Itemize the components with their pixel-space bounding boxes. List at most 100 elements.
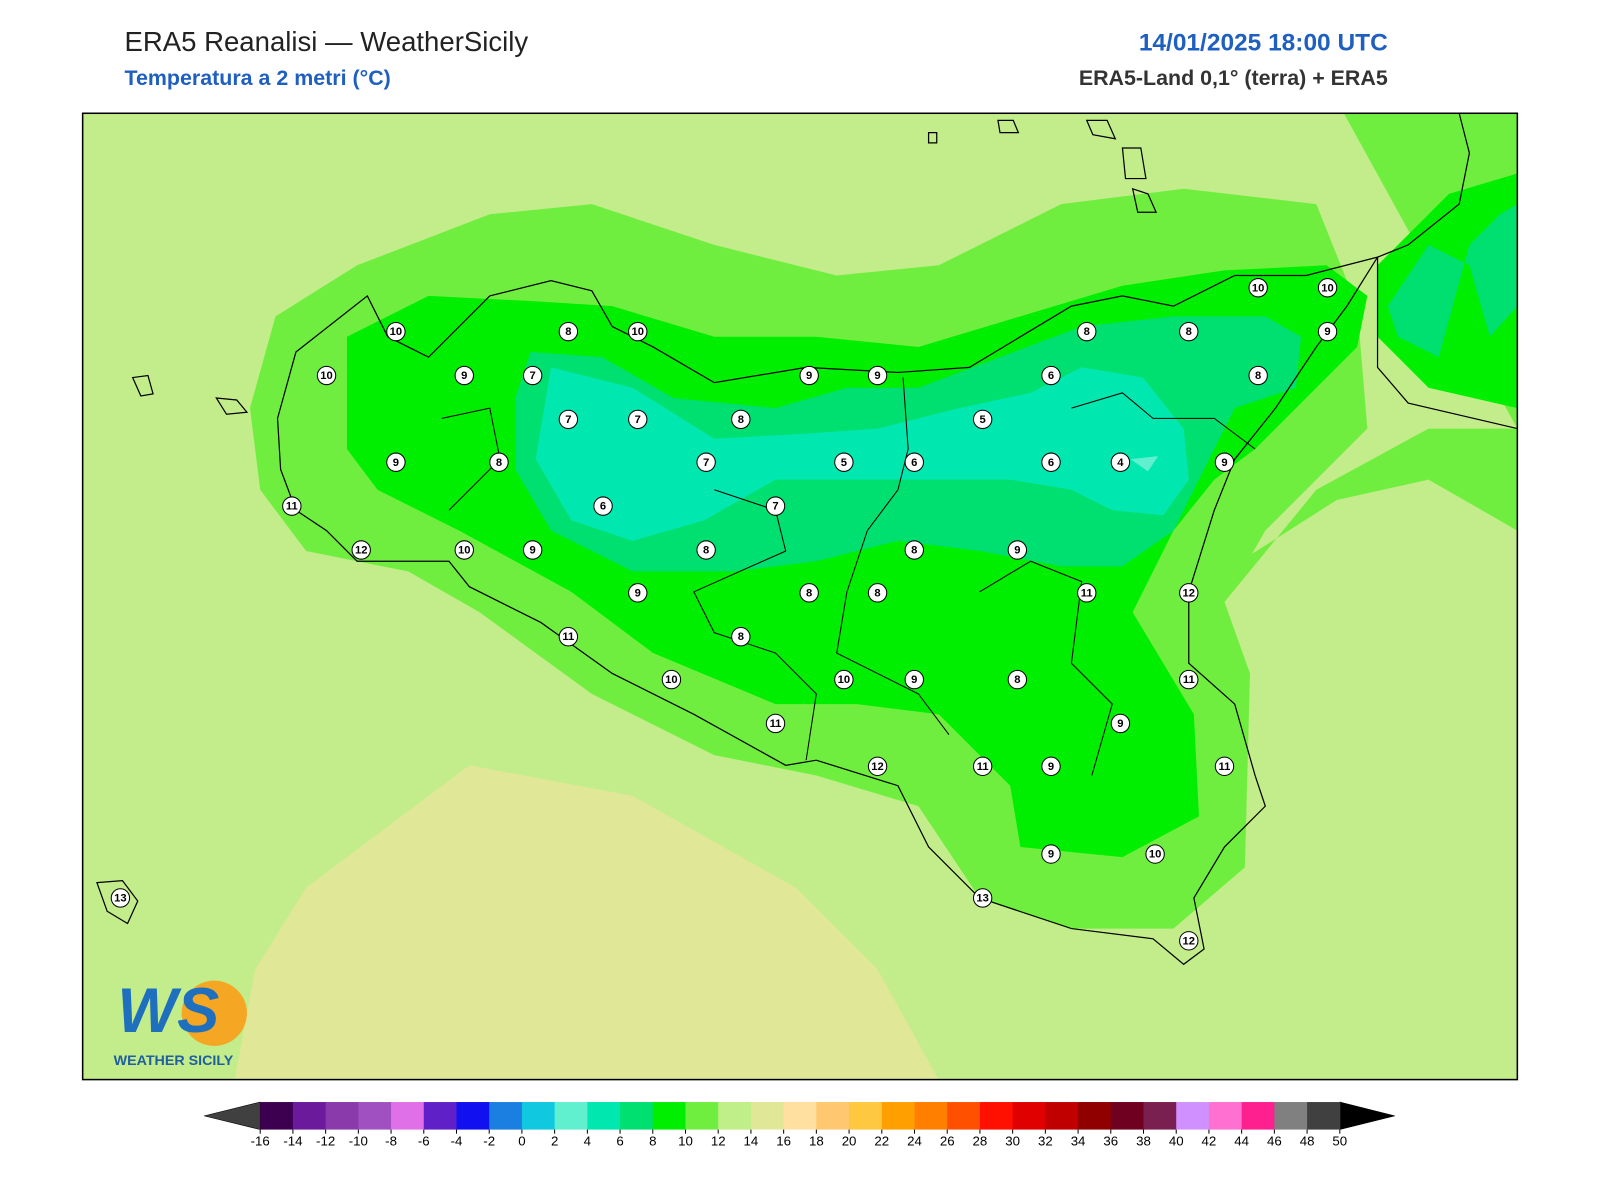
station-value: 10 xyxy=(665,674,677,686)
station-marker xyxy=(454,365,474,386)
colorbar-tick-label: 8 xyxy=(649,1133,656,1148)
map-frame xyxy=(81,112,1519,1081)
colorbar-tick-label: 50 xyxy=(1332,1133,1347,1148)
station-marker xyxy=(1214,452,1235,472)
logo-sun xyxy=(181,980,247,1046)
title: ERA5 Reanalisi — WeatherSicily xyxy=(124,26,528,57)
band-4-6 xyxy=(535,367,1189,541)
station-marker xyxy=(1110,452,1131,472)
colorbar-under xyxy=(204,1101,261,1130)
temperature-field xyxy=(82,113,1518,1080)
colorbar-swatch xyxy=(849,1102,883,1130)
colorbar-swatch xyxy=(1045,1102,1079,1130)
station-marker xyxy=(696,540,716,560)
station-marker xyxy=(867,583,888,603)
colorbar-tick-label: -12 xyxy=(316,1133,335,1148)
colorbar-tick-label: 14 xyxy=(744,1133,759,1148)
station-value: 8 xyxy=(1186,326,1192,338)
station-marker xyxy=(1007,540,1028,560)
station-value: 10 xyxy=(390,326,402,338)
station-labels: 10 8 10 10 9 7 9 9 6 8 8 10 10 9 8 7 7 8 5 9 8 7 5 6 6 4 9 11 6 7 12 10… xyxy=(110,278,1338,951)
station-value: 8 xyxy=(496,457,502,469)
station-marker xyxy=(1179,669,1199,690)
station-value: 5 xyxy=(980,414,986,426)
colorbar-swatch xyxy=(1176,1102,1210,1130)
colorbar-tick-label: 2 xyxy=(551,1133,558,1148)
colorbar-swatch xyxy=(325,1102,359,1130)
colorbar-tick-label: 20 xyxy=(842,1133,857,1148)
station-value: 8 xyxy=(738,414,744,426)
small-islands xyxy=(96,119,1158,925)
station-value: 11 xyxy=(562,631,574,643)
station-value: 12 xyxy=(1183,935,1195,947)
colorbar-tick-label: 36 xyxy=(1103,1133,1118,1148)
colorbar-tick-label: 4 xyxy=(584,1133,591,1148)
band-6-8-calabria xyxy=(1387,204,1518,358)
colorbar-swatch xyxy=(1078,1102,1112,1130)
colorbar-tick-label: 10 xyxy=(678,1133,693,1148)
station-marker xyxy=(1041,844,1061,864)
colorbar-tick-label: 26 xyxy=(940,1133,955,1148)
colorbar-tick-label: 6 xyxy=(616,1133,623,1148)
station-value: 8 xyxy=(1014,674,1020,686)
colorbar-tick-label: 30 xyxy=(1005,1133,1020,1148)
station-marker xyxy=(1179,583,1199,603)
station-value: 13 xyxy=(114,892,126,904)
station-marker xyxy=(454,540,474,560)
station-marker xyxy=(1041,365,1061,386)
colorbar-tick-label: 22 xyxy=(874,1133,889,1148)
station-value: 11 xyxy=(1219,761,1231,773)
colorbar-swatch xyxy=(1143,1102,1177,1130)
station-value: 11 xyxy=(286,501,298,513)
station-marker xyxy=(904,540,924,560)
colorbar-swatch xyxy=(521,1102,556,1130)
station-marker xyxy=(867,365,888,386)
station-marker xyxy=(558,409,579,430)
colorbar-swatch xyxy=(881,1102,916,1130)
station-marker xyxy=(489,452,509,472)
colorbar-swatch xyxy=(783,1102,817,1130)
station-value: 7 xyxy=(772,501,778,513)
colorbar-swatch xyxy=(1110,1102,1145,1130)
colorbar-tick-label: -4 xyxy=(451,1133,463,1148)
band-2-4 xyxy=(1130,456,1159,472)
colorbar-tick-label: -14 xyxy=(283,1133,302,1148)
colorbar-swatch xyxy=(554,1102,588,1130)
station-marker xyxy=(593,496,613,516)
station-value: 7 xyxy=(530,370,536,382)
station-marker xyxy=(558,321,579,342)
colorbar-swatch xyxy=(391,1102,425,1130)
station-value: 11 xyxy=(770,718,782,730)
station-marker xyxy=(799,365,819,386)
colorbar-tick-label: 46 xyxy=(1267,1133,1282,1148)
station-marker xyxy=(282,496,302,516)
logo-mark: WS xyxy=(117,976,219,1046)
station-marker xyxy=(1041,452,1061,472)
colorbar-tick-label: -10 xyxy=(349,1133,368,1148)
station-marker xyxy=(1179,321,1199,342)
station-value: 10 xyxy=(1321,282,1333,294)
station-marker xyxy=(351,540,371,560)
station-value: 8 xyxy=(1084,326,1090,338)
station-marker xyxy=(765,713,786,734)
station-value: 7 xyxy=(635,414,641,426)
station-value: 9 xyxy=(530,545,536,557)
station-value: 9 xyxy=(1048,761,1054,773)
colorbar-tick-label: -8 xyxy=(385,1133,397,1148)
colorbar-swatch xyxy=(620,1102,654,1130)
colorbar-swatch xyxy=(1241,1102,1275,1130)
colorbar-tick-label: 28 xyxy=(973,1133,988,1148)
station-value: 11 xyxy=(1081,587,1093,599)
station-marker xyxy=(522,365,543,386)
station-value: 12 xyxy=(1183,587,1195,599)
station-marker xyxy=(972,409,993,430)
station-marker xyxy=(1179,931,1199,951)
colorbar: -16 -14 -12 -10 -8 -6 -4 -2 0 2 4 6 8 10 12 14 16 18 20 22 2… xyxy=(204,1101,1395,1148)
station-value: 8 xyxy=(806,587,812,599)
station-marker xyxy=(661,669,682,690)
colorbar-swatch xyxy=(260,1102,294,1130)
colorbar-swatch xyxy=(292,1102,327,1130)
colorbar-tick-label: 34 xyxy=(1071,1133,1086,1148)
colorbar-swatch xyxy=(1208,1102,1243,1130)
